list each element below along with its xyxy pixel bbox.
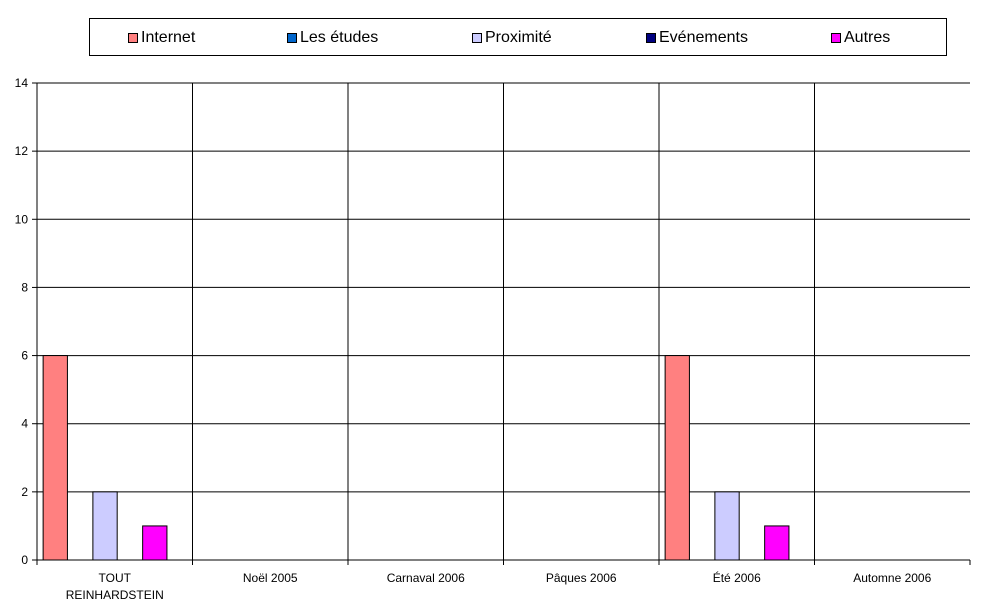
bar-internet-4 xyxy=(664,355,690,561)
y-tick-label: 12 xyxy=(15,144,29,158)
legend-item-les-etudes: Les études xyxy=(287,29,378,47)
legend-swatch-evenements xyxy=(646,33,656,43)
y-tick-label: 8 xyxy=(21,280,28,294)
legend-swatch-internet xyxy=(128,33,138,43)
legend-label-internet: Internet xyxy=(141,29,196,46)
y-tick-label: 0 xyxy=(21,553,28,567)
x-tick-label: Noël 2005 xyxy=(243,571,298,585)
legend-label-les-etudes: Les études xyxy=(300,29,379,46)
legend-swatch-les-etudes xyxy=(287,33,297,43)
x-tick-label: REINHARDSTEIN xyxy=(66,588,164,602)
x-tick-label: Été 2006 xyxy=(713,570,761,585)
x-axis-tick-labels: TOUT REINHARDSTEIN Noël 2005 Carnaval 2006 P… xyxy=(66,570,932,602)
legend-swatch-proximite xyxy=(472,33,482,43)
bar-internet-0 xyxy=(42,355,68,561)
legend-label-proximite: Proximité xyxy=(485,29,552,46)
legend-item-internet: Internet xyxy=(128,29,195,47)
y-tick-label: 2 xyxy=(21,485,28,499)
y-tick-label: 6 xyxy=(21,349,28,363)
x-tick-label: Automne 2006 xyxy=(853,571,931,585)
legend-item-proximite: Proximité xyxy=(472,29,552,47)
chart-legend: Internet Les études Proximité Evénements… xyxy=(89,18,947,56)
x-tick-label: Carnaval 2006 xyxy=(387,571,465,585)
legend-item-evenements: Evénements xyxy=(646,29,748,47)
bar-proximite-4 xyxy=(714,491,740,561)
x-tick-label: Pâques 2006 xyxy=(546,571,617,585)
bar-autres-4 xyxy=(764,525,790,561)
chart-axes xyxy=(32,82,971,565)
legend-label-evenements: Evénements xyxy=(659,29,748,46)
x-tick-label: TOUT xyxy=(99,571,132,585)
y-tick-label: 14 xyxy=(15,76,29,90)
chart-gridlines xyxy=(37,82,970,565)
chart-bars xyxy=(42,355,790,561)
y-tick-label: 10 xyxy=(15,212,29,226)
y-axis-tick-labels: 0 2 4 6 8 10 12 14 xyxy=(15,76,29,567)
bar-autres-0 xyxy=(142,525,168,561)
legend-item-autres: Autres xyxy=(831,29,890,47)
bar-proximite-0 xyxy=(92,491,118,561)
y-tick-label: 4 xyxy=(21,417,28,431)
legend-swatch-autres xyxy=(831,33,841,43)
legend-label-autres: Autres xyxy=(844,29,891,46)
